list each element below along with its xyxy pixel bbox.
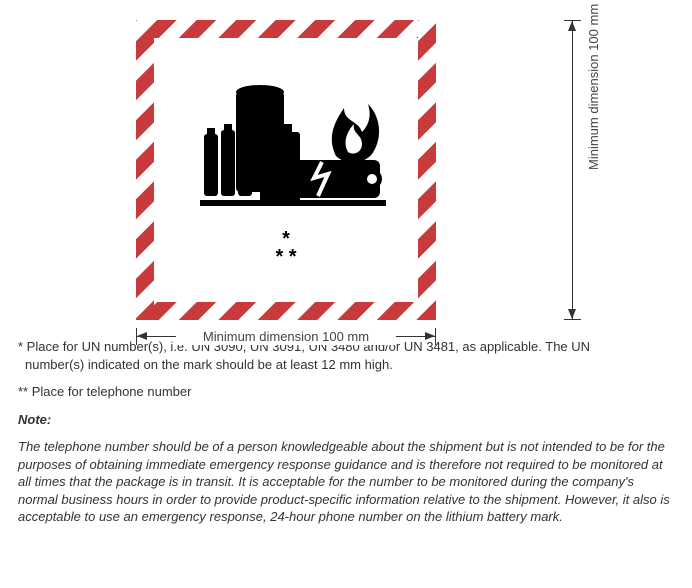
un-number-placeholder: * * * [275, 230, 296, 266]
hatched-border-top [136, 20, 436, 38]
dimension-bottom: Minimum dimension 100 mm [136, 330, 436, 360]
flame-icon [332, 104, 379, 163]
dimension-right-label: Minimum dimension 100 mm [586, 4, 601, 170]
label-box: * * * [136, 20, 436, 320]
hatched-border-bottom [136, 302, 436, 320]
note-body: The telephone number should be of a pers… [18, 438, 674, 526]
footnote-telephone: ** Place for telephone number [18, 383, 674, 401]
lithium-battery-mark-figure: * * * Minimum dimension 100 mm Minimum d… [136, 20, 556, 320]
battery-pictogram [176, 74, 396, 234]
label-inner: * * * [154, 38, 418, 302]
note-heading: Note: [18, 411, 674, 429]
dimension-right: Minimum dimension 100 mm [556, 20, 610, 320]
dimension-bottom-label: Minimum dimension 100 mm [176, 328, 396, 345]
footnotes: * Place for UN number(s), i.e. UN 3090, … [18, 338, 674, 526]
hatched-border-right [418, 20, 436, 320]
placeholder-double-star: * * [275, 246, 296, 268]
hatched-border-left [136, 20, 154, 320]
